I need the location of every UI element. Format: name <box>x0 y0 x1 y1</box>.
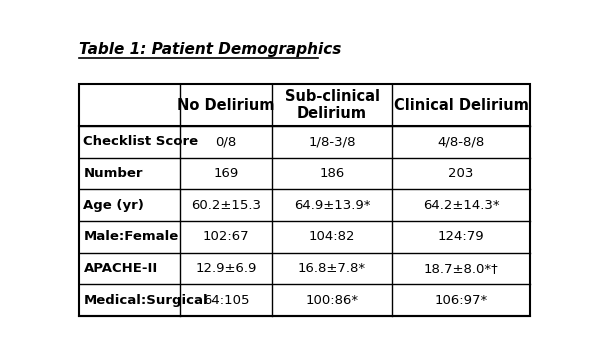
Text: 18.7±8.0*†: 18.7±8.0*† <box>424 262 498 275</box>
Text: 169: 169 <box>213 167 239 180</box>
Text: 16.8±7.8*: 16.8±7.8* <box>298 262 366 275</box>
Text: No Delirium: No Delirium <box>178 98 275 113</box>
Text: 106:97*: 106:97* <box>434 294 488 306</box>
Text: Age (yr): Age (yr) <box>83 199 144 212</box>
Text: 1/8-3/8: 1/8-3/8 <box>308 135 356 148</box>
Text: Checklist Score: Checklist Score <box>83 135 198 148</box>
Text: 203: 203 <box>448 167 473 180</box>
Text: APACHE-II: APACHE-II <box>83 262 157 275</box>
Text: 104:82: 104:82 <box>309 230 355 243</box>
Text: Number: Number <box>83 167 143 180</box>
Text: Table 1: Patient Demographics: Table 1: Patient Demographics <box>79 42 341 57</box>
Text: 186: 186 <box>320 167 345 180</box>
Text: 124:79: 124:79 <box>438 230 484 243</box>
Text: 100:86*: 100:86* <box>305 294 359 306</box>
Text: 102:67: 102:67 <box>203 230 249 243</box>
Text: 64.2±14.3*: 64.2±14.3* <box>423 199 499 212</box>
Text: 12.9±6.9: 12.9±6.9 <box>195 262 257 275</box>
Text: Sub-clinical
Delirium: Sub-clinical Delirium <box>285 89 380 121</box>
Text: Male:Female: Male:Female <box>83 230 179 243</box>
Bar <box>79 84 530 316</box>
Text: Clinical Delirium: Clinical Delirium <box>393 98 529 113</box>
Text: 4/8-8/8: 4/8-8/8 <box>437 135 485 148</box>
Text: 64.9±13.9*: 64.9±13.9* <box>294 199 370 212</box>
Text: 60.2±15.3: 60.2±15.3 <box>191 199 261 212</box>
Text: 0/8: 0/8 <box>216 135 237 148</box>
Text: 64:105: 64:105 <box>203 294 249 306</box>
Text: Medical:Surgical: Medical:Surgical <box>83 294 208 306</box>
